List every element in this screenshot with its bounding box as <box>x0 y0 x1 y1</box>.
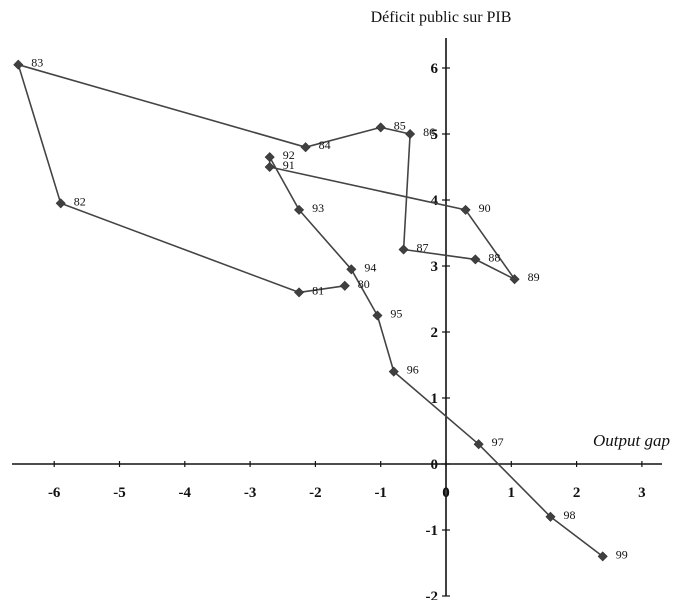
point-marker <box>339 280 350 291</box>
point-marker <box>13 59 24 70</box>
point-label: 80 <box>358 277 370 291</box>
point-marker <box>473 439 484 450</box>
point-label: 93 <box>312 201 324 215</box>
point-label: 94 <box>364 260 376 274</box>
point-marker <box>375 122 386 133</box>
y-tick-label: 2 <box>431 325 439 341</box>
point-label: 87 <box>417 241 429 255</box>
point-marker <box>264 161 275 173</box>
point-marker <box>398 244 409 255</box>
y-tick-label: 1 <box>431 391 439 407</box>
y-axis-title: Déficit public sur PIB <box>371 9 512 26</box>
point-marker <box>346 264 357 275</box>
point-label: 92 <box>283 148 295 162</box>
point-label: 90 <box>479 201 491 215</box>
point-marker <box>597 551 608 562</box>
y-tick-label: 5 <box>431 127 439 143</box>
y-tick-label: -1 <box>426 523 439 539</box>
point-label: 95 <box>390 307 402 321</box>
point-label: 96 <box>407 363 419 377</box>
x-tick-label: -2 <box>309 485 322 501</box>
point-label: 81 <box>312 283 324 297</box>
x-tick-label: -6 <box>48 485 61 501</box>
x-tick-label: -1 <box>374 485 387 501</box>
series-line <box>17 63 604 558</box>
point-label: 91 <box>283 158 295 172</box>
point-label: 86 <box>423 125 435 139</box>
x-axis-title: Output gap <box>593 431 670 450</box>
x-tick-label: -5 <box>113 485 126 501</box>
point-label: 97 <box>492 435 504 449</box>
point-label: 82 <box>74 194 86 208</box>
point-label: 88 <box>488 250 500 264</box>
y-tick-label: 6 <box>431 61 439 77</box>
x-tick-label: 3 <box>638 485 646 501</box>
y-tick-label: 4 <box>431 193 439 209</box>
x-tick-label: 1 <box>508 485 516 501</box>
y-tick-label: 0 <box>431 457 439 473</box>
point-label: 99 <box>616 547 628 561</box>
point-marker <box>55 198 66 209</box>
x-tick-label: -3 <box>244 485 257 501</box>
x-tick-label: -4 <box>179 485 192 501</box>
point-marker <box>509 274 520 285</box>
point-label: 83 <box>31 56 43 70</box>
point-marker <box>300 142 311 153</box>
x-tick-label: 2 <box>573 485 581 501</box>
y-tick-label: -2 <box>426 589 439 600</box>
point-marker <box>470 254 481 265</box>
point-marker <box>372 310 383 321</box>
point-label: 98 <box>563 508 575 522</box>
point-marker <box>405 128 416 140</box>
point-marker <box>294 287 305 298</box>
x-tick-label: 0 <box>442 485 450 501</box>
point-marker <box>388 366 399 377</box>
point-label: 85 <box>394 118 406 132</box>
point-label: 84 <box>319 138 331 152</box>
point-label: 89 <box>528 270 540 284</box>
point-marker <box>294 204 305 215</box>
series <box>13 59 608 562</box>
point-marker <box>545 511 556 522</box>
y-tick-label: 3 <box>431 259 439 275</box>
point-marker <box>264 152 275 163</box>
point-marker <box>460 204 471 215</box>
